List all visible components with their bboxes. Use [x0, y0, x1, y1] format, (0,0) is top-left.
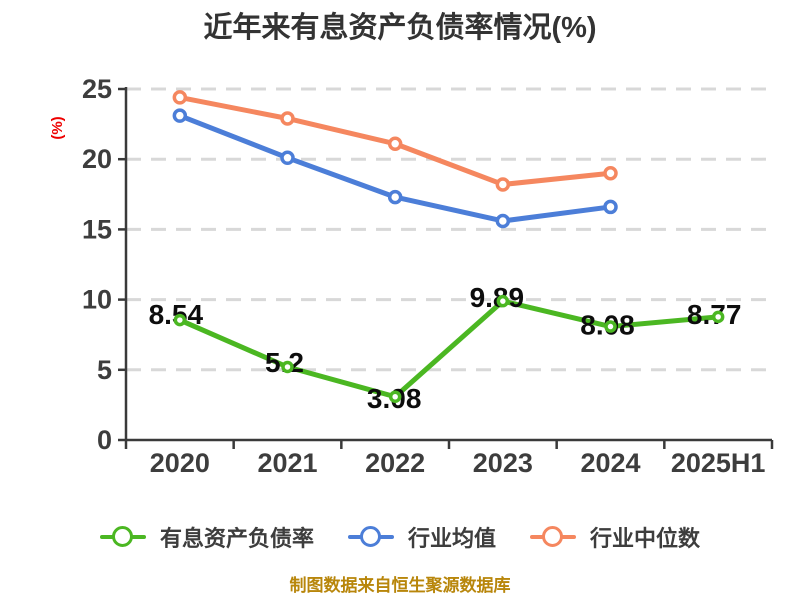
- legend-item-industry-average: 行业均值: [347, 521, 496, 553]
- data-point-industry-average: [495, 213, 511, 229]
- data-point-industry-median: [172, 90, 188, 105]
- y-tick-label: 15: [82, 214, 112, 244]
- y-tick-label: 10: [82, 285, 112, 315]
- x-tick-label: 2024: [580, 448, 640, 478]
- x-tick-label: 2021: [257, 448, 317, 478]
- data-point-industry-average: [387, 189, 403, 205]
- data-point-industry-average: [603, 199, 618, 215]
- data-point-interest-bearing-debt-ratio: [496, 294, 510, 308]
- legend-label: 行业均值: [407, 526, 496, 551]
- data-point-interest-bearing-debt-ratio: [281, 360, 294, 374]
- data-point-industry-median: [387, 136, 403, 152]
- data-source-note: 制图数据来自恒生聚源数据库: [289, 576, 511, 595]
- legend-label: 有息资产负债率: [159, 526, 314, 551]
- legend-item-interest-bearing-debt-ratio: 有息资产负债率: [99, 521, 314, 553]
- legend-marker-icon: [347, 524, 394, 550]
- data-point-industry-average: [172, 108, 188, 123]
- data-point-industry-median: [280, 111, 295, 126]
- data-point-interest-bearing-debt-ratio: [604, 320, 617, 333]
- data-label-interest-bearing-debt-ratio: 8.54: [149, 299, 204, 330]
- data-point-interest-bearing-debt-ratio: [711, 310, 725, 324]
- legend-label: 行业中位数: [590, 526, 701, 551]
- x-tick-label: 2025H1: [671, 448, 766, 478]
- series-line-industry-average: [177, 113, 613, 224]
- data-point-interest-bearing-debt-ratio: [388, 390, 402, 404]
- data-point-industry-median: [603, 165, 618, 181]
- chart-title: 近年来有息资产负债率情况(%): [203, 12, 597, 44]
- chart-legend: 有息资产负债率 行业均值 行业中位数: [0, 516, 800, 558]
- x-tick-label: 2023: [473, 448, 533, 478]
- y-tick-label: 25: [82, 74, 112, 104]
- y-axis-unit-label: (%): [49, 116, 66, 139]
- data-point-interest-bearing-debt-ratio: [173, 313, 187, 327]
- legend-marker-icon: [530, 524, 576, 550]
- line-chart-plot: 0 5 10 15 20 25 2020 2021 2022 2023 2024 2025H1 (%) 8…: [49, 74, 774, 478]
- data-label-interest-bearing-debt-ratio: 9.89: [470, 282, 525, 313]
- legend-marker-icon: [99, 524, 146, 550]
- data-point-industry-average: [280, 150, 295, 166]
- y-tick-label: 0: [97, 425, 112, 455]
- legend-item-industry-median: 行业中位数: [530, 521, 700, 553]
- x-tick-label: 2020: [150, 448, 210, 478]
- x-tick-label: 2022: [365, 448, 425, 478]
- y-tick-label: 20: [82, 144, 112, 174]
- y-tick-label: 5: [97, 355, 112, 385]
- series-line-interest-bearing-debt-ratio: [177, 298, 721, 400]
- data-point-industry-median: [495, 177, 511, 192]
